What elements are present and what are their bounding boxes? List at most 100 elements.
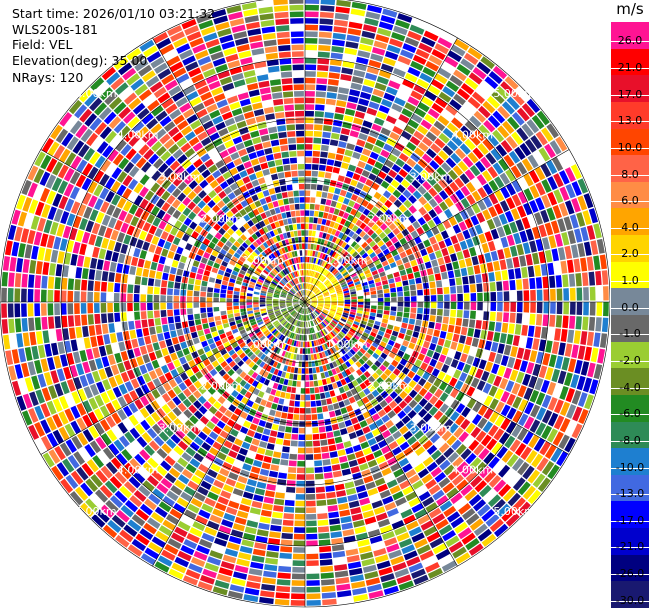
velocity-gate (372, 471, 383, 481)
velocity-gate (281, 319, 287, 325)
velocity-gate (303, 296, 305, 302)
velocity-gate (496, 446, 508, 459)
velocity-gate (287, 274, 292, 280)
velocity-gate (493, 332, 501, 343)
velocity-gate (386, 184, 396, 194)
velocity-gate (141, 131, 154, 143)
velocity-gate (302, 341, 305, 348)
velocity-gate (154, 246, 163, 255)
velocity-gate (369, 315, 376, 321)
velocity-gate (363, 362, 370, 370)
velocity-gate (312, 334, 315, 340)
velocity-gate (336, 290, 343, 294)
velocity-gate (425, 229, 434, 239)
velocity-gate (257, 265, 264, 271)
velocity-gate (525, 450, 538, 464)
velocity-gate (252, 241, 259, 248)
velocity-gate (534, 264, 542, 277)
velocity-gate (148, 243, 157, 253)
velocity-gate (243, 382, 251, 390)
velocity-gate (327, 78, 339, 86)
velocity-gate (403, 199, 413, 209)
velocity-gate (116, 453, 128, 466)
velocity-gate (334, 19, 348, 27)
velocity-gate (387, 231, 395, 240)
velocity-gate (497, 343, 505, 354)
velocity-gate (128, 320, 135, 330)
velocity-gate (310, 277, 313, 284)
velocity-gate (391, 359, 399, 368)
velocity-gate (132, 102, 146, 115)
velocity-gate (51, 177, 63, 192)
velocity-gate (321, 287, 327, 292)
velocity-gate (366, 359, 374, 367)
velocity-gate (372, 145, 382, 154)
velocity-gate (196, 544, 210, 555)
velocity-gate (40, 303, 47, 316)
velocity-gate (321, 288, 327, 292)
velocity-gate (289, 400, 295, 407)
velocity-gate (239, 302, 246, 306)
velocity-gate (303, 315, 305, 321)
velocity-gate (515, 219, 525, 232)
velocity-gate (305, 77, 316, 84)
velocity-gate (79, 88, 93, 103)
velocity-gate (382, 57, 396, 67)
velocity-gate (141, 319, 148, 328)
velocity-gate (223, 364, 232, 373)
velocity-gate (235, 142, 245, 151)
velocity-gate (508, 268, 515, 280)
velocity-gate (230, 381, 239, 389)
velocity-gate (343, 243, 350, 251)
velocity-gate (577, 242, 586, 257)
velocity-gate (57, 251, 65, 264)
velocity-gate (452, 456, 464, 468)
velocity-gate (321, 452, 330, 459)
velocity-gate (229, 259, 236, 266)
velocity-gate (409, 168, 419, 179)
velocity-gate (309, 314, 313, 320)
velocity-gate (317, 282, 322, 288)
velocity-gate (242, 420, 252, 429)
velocity-gate (229, 321, 236, 327)
velocity-gate (344, 297, 351, 300)
velocity-gate (514, 146, 526, 161)
velocity-gate (95, 436, 107, 450)
velocity-gate (248, 332, 255, 338)
velocity-gate (104, 480, 118, 494)
velocity-gate (128, 476, 141, 489)
velocity-gate (421, 153, 433, 164)
velocity-gate (228, 349, 236, 356)
velocity-gate (286, 275, 291, 281)
velocity-gate (475, 320, 482, 329)
velocity-gate (255, 316, 262, 321)
velocity-gate (570, 244, 579, 259)
velocity-gate (128, 165, 140, 178)
velocity-gate (339, 331, 346, 337)
velocity-gate (215, 63, 228, 73)
velocity-gate (358, 390, 366, 399)
velocity-gate (113, 439, 125, 452)
velocity-gate (235, 179, 245, 188)
velocity-gate (235, 203, 244, 211)
velocity-gate (252, 356, 260, 363)
velocity-gate (108, 96, 123, 110)
velocity-gate (291, 573, 305, 580)
velocity-gate (58, 426, 70, 441)
velocity-gate (347, 561, 362, 570)
velocity-gate (546, 207, 556, 221)
velocity-gate (484, 340, 492, 351)
velocity-gate (148, 493, 161, 505)
velocity-gate (364, 142, 374, 151)
velocity-gate (512, 410, 523, 423)
velocity-gate (534, 377, 544, 391)
velocity-gate (396, 574, 412, 585)
velocity-gate (426, 245, 434, 254)
velocity-gate (510, 302, 516, 312)
velocity-gate (365, 431, 374, 440)
velocity-gate (65, 439, 78, 454)
velocity-gate (470, 215, 480, 226)
velocity-gate (309, 284, 313, 290)
velocity-gate (447, 169, 459, 181)
velocity-gate (353, 334, 360, 340)
